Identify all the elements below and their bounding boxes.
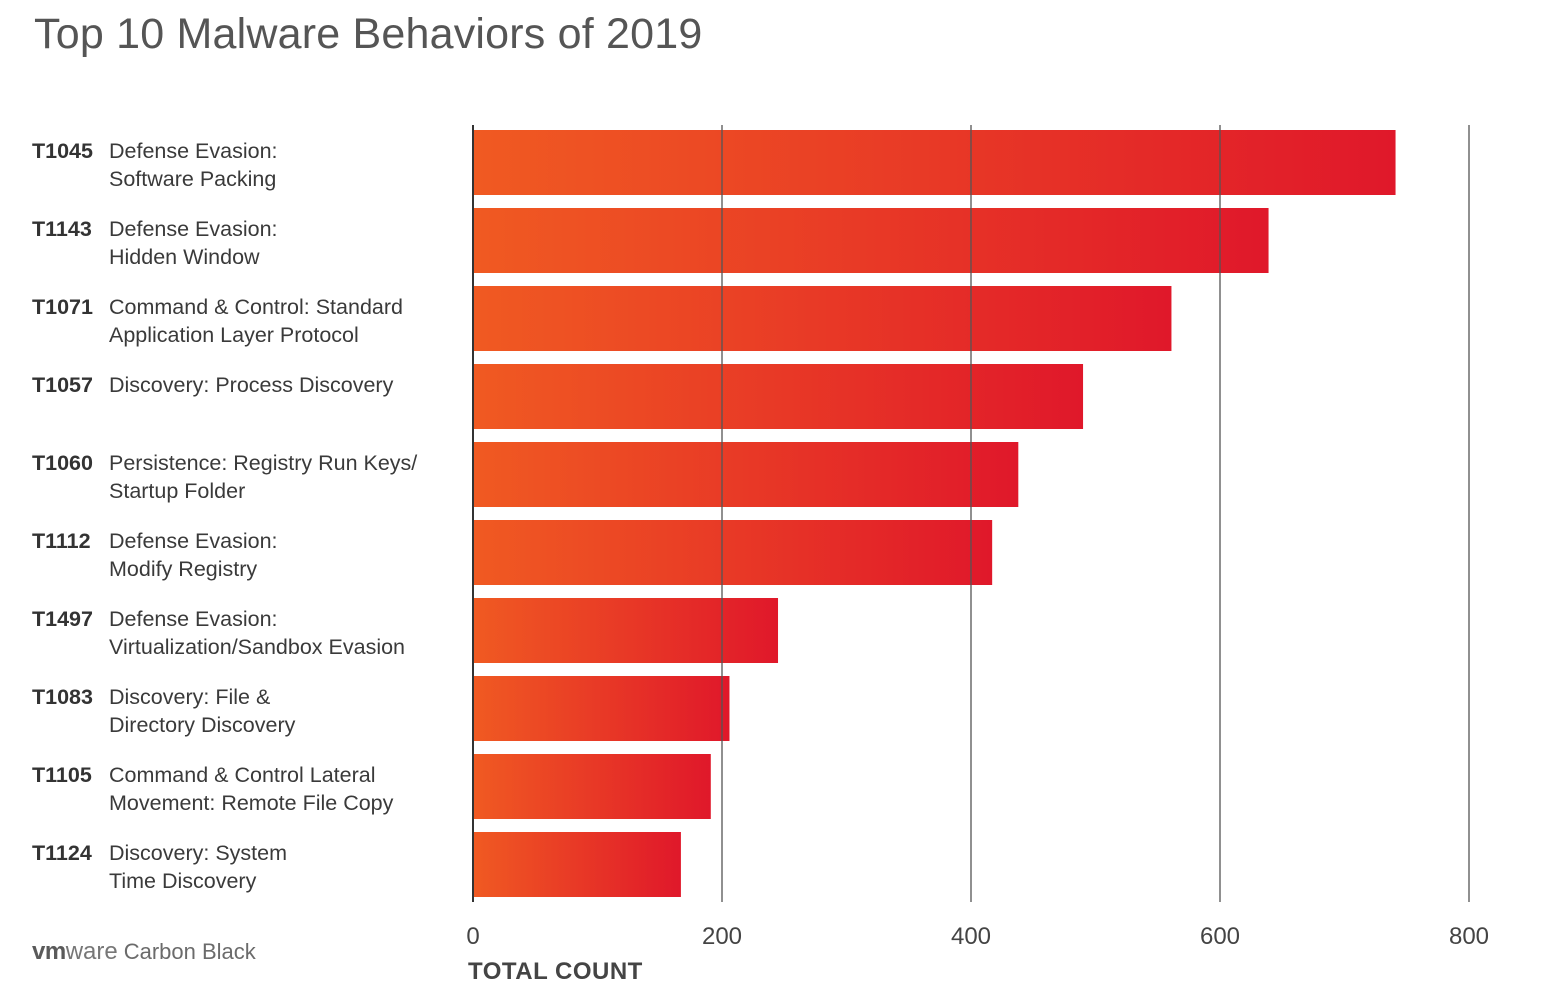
- category-description: Discovery: System Time Discovery: [109, 841, 288, 893]
- logo-vm: vm: [32, 938, 66, 965]
- bar-t1497: [473, 598, 779, 663]
- category-description: Discovery: Process Discovery: [109, 373, 394, 397]
- bar-t1083: [473, 676, 730, 741]
- category-code: T1071: [32, 295, 93, 319]
- logo-ware: ware: [65, 938, 118, 965]
- x-axis-label: TOTAL COUNT: [468, 958, 643, 985]
- category-code: T1083: [32, 685, 93, 709]
- bar-t1124: [473, 832, 681, 897]
- category-description: Persistence: Registry Run Keys/Startup F…: [109, 451, 418, 503]
- logo-product: Carbon Black: [123, 939, 256, 964]
- bar-t1060: [473, 442, 1019, 507]
- bar-t1112: [473, 520, 993, 585]
- category-code: T1112: [32, 529, 91, 553]
- category-code: T1060: [32, 451, 93, 475]
- x-tick-label-0: 0: [466, 923, 479, 950]
- category-labels: T1045 Defense Evasion: Software Packing T11…: [0, 0, 470, 988]
- bar-t1143: [473, 208, 1269, 273]
- category-description: Command & Control: Standard Application L…: [109, 295, 403, 347]
- category-code: T1105: [32, 763, 92, 787]
- vmware-carbon-black-logo: vmware Carbon Black: [32, 938, 256, 966]
- category-code: T1057: [32, 373, 93, 397]
- x-tick-label-600: 600: [1200, 923, 1240, 950]
- bar-t1045: [473, 130, 1396, 195]
- category-description: Defense Evasion: Software Packing: [109, 139, 278, 191]
- x-tick-label-200: 200: [702, 923, 742, 950]
- category-description: Command & Control Lateral Movement: Remot…: [109, 763, 394, 815]
- bar-t1057: [473, 364, 1084, 429]
- chart-title: Top 10 Malware Behaviors of 2019: [34, 10, 703, 58]
- category-code: T1143: [32, 217, 92, 241]
- category-code: T1045: [32, 139, 93, 163]
- category-description: Defense Evasion: Virtualization/Sandbox E…: [109, 607, 406, 659]
- bar-t1105: [473, 754, 711, 819]
- category-code: T1497: [32, 607, 93, 631]
- bar-t1071: [473, 286, 1172, 351]
- x-tick-label-800: 800: [1449, 923, 1489, 950]
- category-description: Defense Evasion: Hidden Window: [109, 217, 278, 269]
- x-tick-label-400: 400: [951, 923, 991, 950]
- category-code: T1124: [32, 841, 92, 865]
- category-description: Discovery: File & Directory Discovery: [109, 685, 296, 737]
- category-description: Defense Evasion: Modify Registry: [109, 529, 278, 581]
